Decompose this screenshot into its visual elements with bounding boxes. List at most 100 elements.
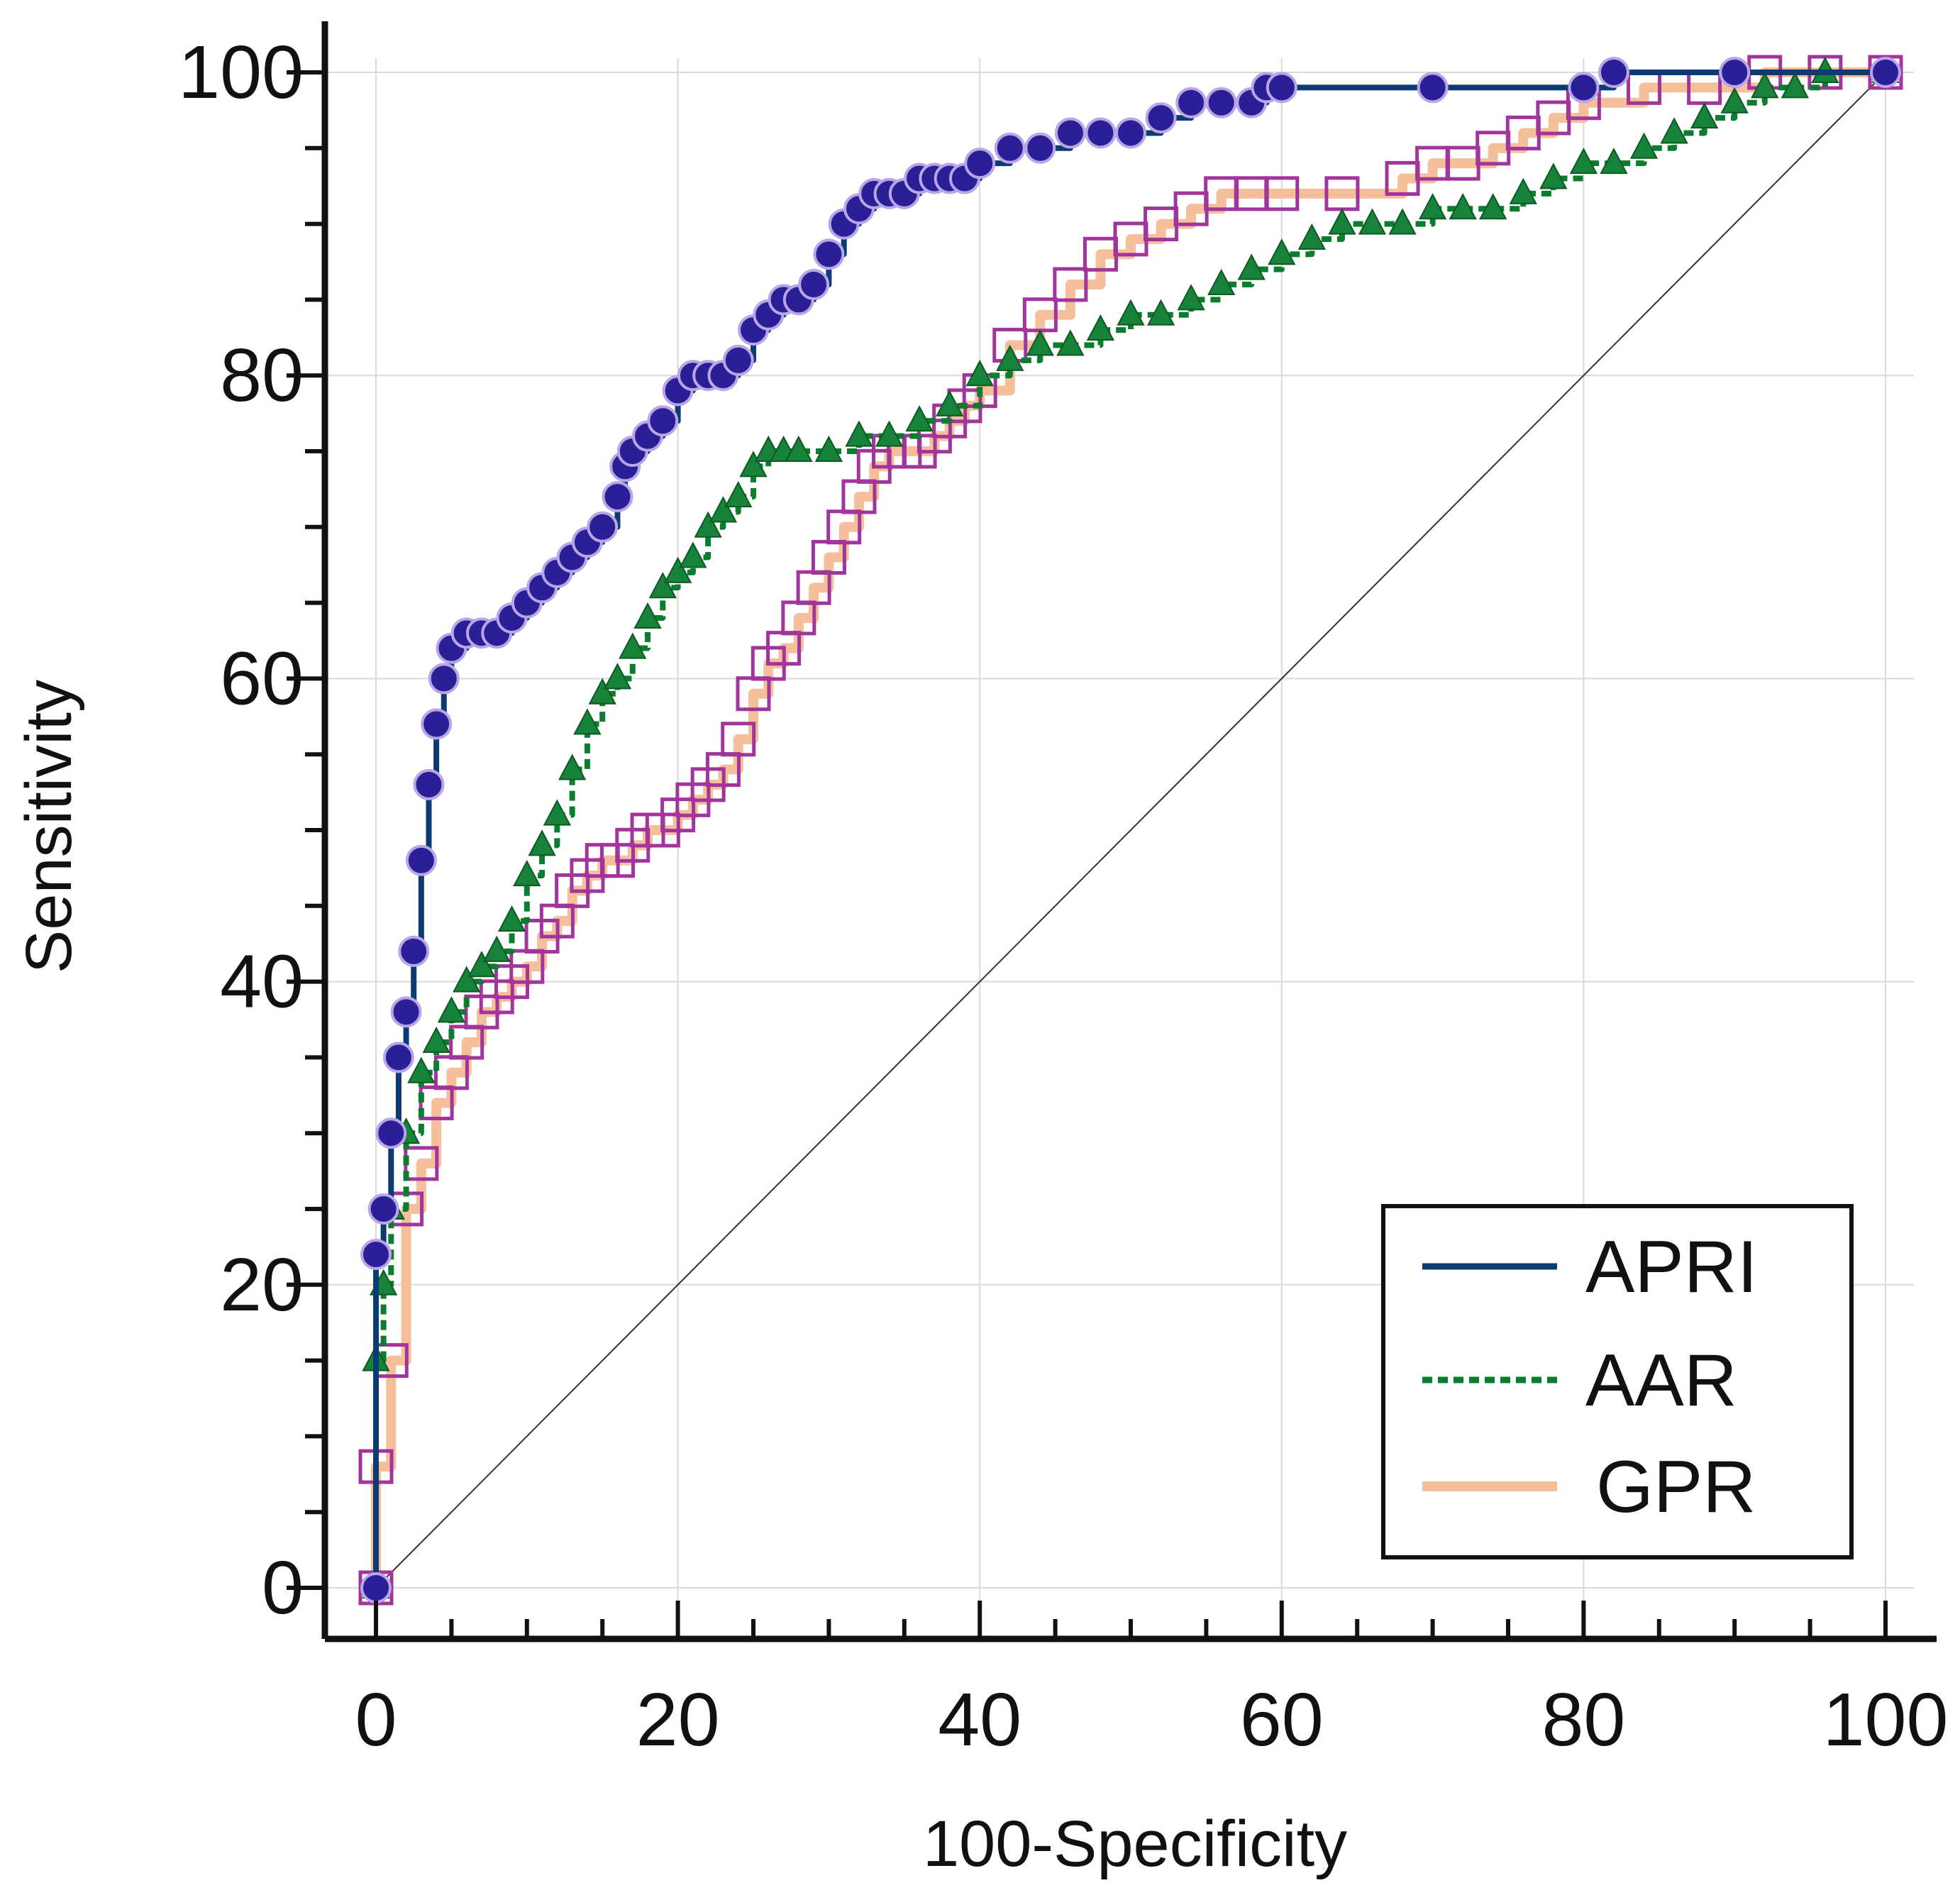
- legend-label-apri: APRI: [1585, 1226, 1758, 1308]
- data-point-apri: [722, 344, 754, 376]
- data-point-aar: [1297, 223, 1327, 250]
- data-point-aar: [1086, 314, 1115, 341]
- y-tick-label: 60: [220, 636, 304, 720]
- data-point-apri: [1205, 87, 1237, 118]
- data-point-aar: [724, 480, 753, 508]
- data-point-aar: [785, 435, 813, 462]
- data-point-gpr: [721, 722, 756, 757]
- data-point-aar: [845, 420, 873, 447]
- y-tick-label: 80: [220, 333, 304, 417]
- y-tick-label: 40: [220, 940, 304, 1024]
- data-point-apri: [428, 663, 460, 695]
- data-point-aar: [905, 405, 934, 432]
- data-point-apri: [1145, 102, 1177, 134]
- y-axis-title: Sensitivity: [13, 680, 85, 973]
- data-point-aar: [1449, 193, 1477, 220]
- data-point-gpr: [1053, 267, 1088, 302]
- data-point-apri: [398, 935, 430, 967]
- series-layer: [358, 55, 1903, 1606]
- data-point-apri: [1175, 87, 1207, 118]
- data-point-aar: [1690, 101, 1719, 129]
- data-point-aar: [482, 935, 511, 962]
- x-tick-label: 40: [938, 1678, 1021, 1762]
- data-point-aar: [603, 663, 632, 690]
- data-point-apri: [602, 481, 633, 513]
- data-point-aar: [1479, 193, 1507, 220]
- y-tick-label: 100: [178, 31, 304, 114]
- data-point-aar: [1600, 148, 1628, 175]
- data-point-aar: [1146, 299, 1175, 326]
- data-point-aar: [453, 966, 481, 993]
- data-point-apri: [994, 132, 1026, 164]
- tick-labels: 0 20 40 60 80 100 0 20 40 60 80 100: [178, 31, 1948, 1762]
- data-point-apri: [1719, 57, 1751, 88]
- data-point-aar: [1751, 72, 1779, 99]
- data-point-aar: [1781, 72, 1809, 99]
- y-tick-label: 20: [220, 1243, 304, 1327]
- data-point-aar: [1268, 238, 1296, 265]
- data-point-aar: [875, 420, 904, 447]
- data-point-aar: [1720, 87, 1749, 114]
- data-point-apri: [405, 844, 437, 876]
- data-point-apri: [1024, 132, 1056, 164]
- x-tick-label: 0: [355, 1678, 397, 1762]
- data-point-apri: [1417, 72, 1449, 104]
- data-point-apri: [647, 405, 679, 437]
- data-point-aar: [573, 708, 602, 735]
- data-point-aar: [1539, 162, 1568, 189]
- data-point-gpr: [1264, 176, 1300, 211]
- series-aar: [362, 56, 1900, 1598]
- data-point-apri: [360, 1572, 392, 1603]
- data-point-aar: [543, 799, 572, 826]
- x-tick-label: 100: [1823, 1678, 1949, 1762]
- data-point-aar: [1388, 208, 1417, 235]
- series-apri: [360, 57, 1901, 1603]
- data-point-apri: [375, 1117, 407, 1149]
- data-point-aar: [739, 451, 768, 477]
- data-point-aar: [528, 829, 556, 856]
- data-point-apri: [1870, 57, 1901, 88]
- data-point-apri: [964, 148, 996, 179]
- data-point-aar: [422, 1026, 450, 1054]
- reference-diagonal: [375, 72, 1886, 1589]
- x-tick-label: 60: [1240, 1678, 1324, 1762]
- data-point-aar: [513, 859, 541, 887]
- data-point-aar: [1026, 329, 1054, 356]
- data-point-apri: [587, 511, 619, 543]
- data-point-aar: [497, 905, 526, 932]
- axes: [287, 21, 1937, 1642]
- x-tick-label: 80: [1541, 1678, 1625, 1762]
- data-point-aar: [709, 496, 738, 523]
- data-point-aar: [1056, 329, 1085, 356]
- data-point-aar: [1358, 208, 1387, 235]
- grid: [325, 58, 1914, 1639]
- data-point-aar: [588, 678, 616, 705]
- y-tick-label: 0: [262, 1546, 304, 1630]
- data-point-apri: [1266, 72, 1297, 104]
- data-point-apri: [1115, 117, 1146, 149]
- legend: APRI AAR GPR: [1381, 1204, 1854, 1559]
- data-point-aar: [648, 572, 677, 599]
- data-point-apri: [413, 768, 445, 800]
- data-point-aar: [1207, 268, 1236, 296]
- data-point-aar: [1660, 117, 1688, 144]
- data-point-apri: [798, 269, 830, 301]
- data-point-aar: [814, 435, 843, 462]
- data-point-aar: [633, 602, 662, 629]
- x-axis-title: 100-Specificity: [923, 1808, 1347, 1880]
- data-point-aar: [965, 360, 994, 387]
- data-point-aar: [437, 996, 466, 1023]
- data-point-apri: [390, 996, 422, 1028]
- data-point-apri: [382, 1042, 414, 1073]
- data-point-aar: [935, 390, 964, 416]
- data-point-aar: [1509, 177, 1537, 204]
- data-point-apri: [1085, 117, 1117, 149]
- data-point-aar: [619, 632, 647, 659]
- data-point-aar: [1237, 253, 1266, 280]
- data-point-aar: [663, 556, 692, 583]
- data-point-aar: [679, 541, 707, 568]
- data-point-aar: [996, 344, 1024, 371]
- legend-label-aar: AAR: [1585, 1340, 1737, 1422]
- data-point-apri: [813, 238, 845, 270]
